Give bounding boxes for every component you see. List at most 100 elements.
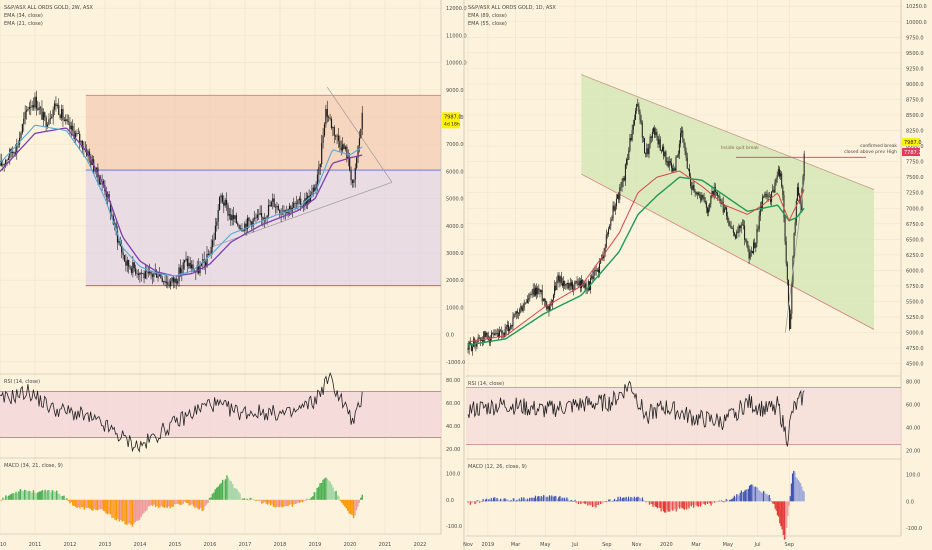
candle-body — [344, 146, 347, 149]
candle-body-daily — [596, 269, 598, 272]
candle-body — [218, 197, 221, 210]
macd-left-bar — [15, 491, 17, 500]
macd-left-bar — [152, 499, 154, 506]
macd-left-bar — [70, 499, 72, 503]
candle-body — [340, 147, 342, 151]
macd-right-bar — [725, 499, 727, 502]
candle-body — [288, 205, 291, 209]
candle-body — [196, 265, 198, 273]
candle-body — [135, 268, 137, 274]
candle-body — [38, 107, 40, 110]
macd-right-bar — [657, 501, 659, 509]
macd-right-bar — [743, 491, 745, 502]
candle-body-daily — [500, 330, 502, 332]
macd-right-bar — [499, 498, 502, 502]
macd-left-bar — [127, 499, 129, 525]
macd-left-bar — [239, 493, 241, 500]
macd-right-bar — [700, 501, 702, 507]
candle-body-daily — [594, 270, 596, 272]
candle-body — [214, 225, 216, 240]
candle-body-daily — [514, 313, 516, 315]
candle-body-daily — [492, 332, 494, 334]
candle-body-daily — [649, 136, 651, 145]
macd-left-bar — [341, 499, 343, 503]
x-tick-left: 2021 — [379, 542, 392, 548]
macd-left-bar — [13, 493, 16, 500]
candle-body — [179, 267, 182, 274]
candle-body-daily — [729, 225, 731, 226]
macd-left-bar — [93, 499, 96, 509]
macd-right-bar — [509, 501, 511, 502]
rsi-left-line — [0, 371, 363, 453]
macd-right-bar — [634, 497, 637, 502]
macd-left-bar — [47, 490, 49, 500]
macd-left-bar — [275, 499, 278, 508]
candle-body-daily — [627, 159, 629, 160]
macd-left-bar — [252, 498, 254, 500]
macd-left-bar — [54, 491, 56, 500]
candle-body — [316, 174, 319, 185]
macd-left-bar — [200, 499, 202, 508]
candle-body-daily — [486, 332, 488, 336]
macd-right-tick: 100.0 — [906, 473, 920, 479]
macd-right-bar — [659, 501, 661, 508]
candle-body-daily — [726, 207, 728, 217]
macd-left-bar — [258, 499, 260, 501]
macd-right-bar — [679, 501, 681, 509]
macd-left-bar — [297, 499, 299, 503]
macd-right-bar — [575, 501, 577, 503]
candle-body — [209, 254, 211, 256]
candle-body-daily — [525, 302, 527, 304]
macd-right-bar — [531, 497, 533, 502]
macd-right-bar — [489, 499, 491, 502]
candle-body — [328, 116, 330, 118]
macd-left-bar — [89, 499, 91, 509]
macd-left-bar — [221, 479, 224, 500]
macd-left-bar — [293, 499, 295, 505]
candle-body-daily — [671, 162, 673, 168]
candle-body — [42, 112, 44, 120]
candle-body-daily — [666, 161, 668, 163]
candle-body-daily — [635, 110, 637, 121]
macd-right-bar — [746, 489, 748, 502]
candle-body-daily — [697, 192, 699, 195]
macd-left-bar — [108, 499, 110, 514]
candle-body-daily — [623, 178, 625, 181]
macd-left-bar — [233, 487, 235, 500]
candle-body — [262, 216, 264, 221]
y-tick-left: 12000.0 — [446, 6, 467, 12]
candle-body-daily — [703, 196, 705, 201]
candle-body — [267, 205, 270, 216]
candle-body-daily — [778, 168, 780, 177]
candle-body — [244, 223, 246, 231]
macd-left-bar — [204, 499, 206, 507]
macd-left-bar — [264, 499, 266, 503]
macd-right-bar — [484, 499, 487, 502]
candle-body-daily — [678, 143, 680, 154]
candle-body — [356, 157, 358, 168]
macd-left-bar — [48, 490, 51, 500]
candle-body-daily — [717, 192, 719, 196]
macd-right-bar — [646, 501, 648, 502]
macd-right-bar — [789, 496, 791, 502]
macd-right-bar — [530, 497, 532, 502]
candle-body-daily — [673, 168, 675, 172]
macd-right-bar — [639, 497, 641, 502]
macd-right-label: MACD (12, 26, close, 9) — [468, 464, 527, 470]
candle-body — [25, 110, 28, 112]
macd-left-bar — [223, 480, 225, 500]
y-tick-right: 6250.0 — [906, 253, 924, 259]
candle-body — [302, 205, 305, 207]
candle-body-daily — [493, 333, 495, 336]
x-tick-left: 2016 — [204, 542, 217, 548]
candle-body-daily — [748, 248, 750, 259]
candle-body-daily — [645, 153, 647, 155]
candle-body-daily — [542, 298, 544, 302]
macd-right-bar — [558, 497, 560, 502]
x-tick-left: 2015 — [169, 542, 182, 548]
candle-body — [312, 187, 314, 192]
macd-right-bar — [726, 499, 729, 502]
macd-left-bar — [360, 497, 362, 500]
ema-89-line — [467, 176, 805, 346]
